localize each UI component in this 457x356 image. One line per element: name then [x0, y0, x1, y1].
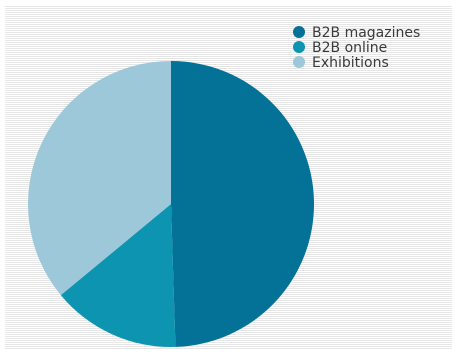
legend-marker [293, 56, 305, 68]
legend-marker [293, 41, 305, 53]
legend-marker [293, 26, 305, 38]
pie-slice-exhibitions [28, 61, 172, 296]
legend-label: B2B online [312, 40, 387, 56]
pie-slices [28, 61, 315, 348]
legend-label: Exhibitions [312, 55, 389, 71]
pie-slice-b2b-magazines [171, 61, 315, 347]
pie-slice-b2b-online [60, 204, 176, 348]
legend-label: B2B magazines [312, 25, 420, 41]
